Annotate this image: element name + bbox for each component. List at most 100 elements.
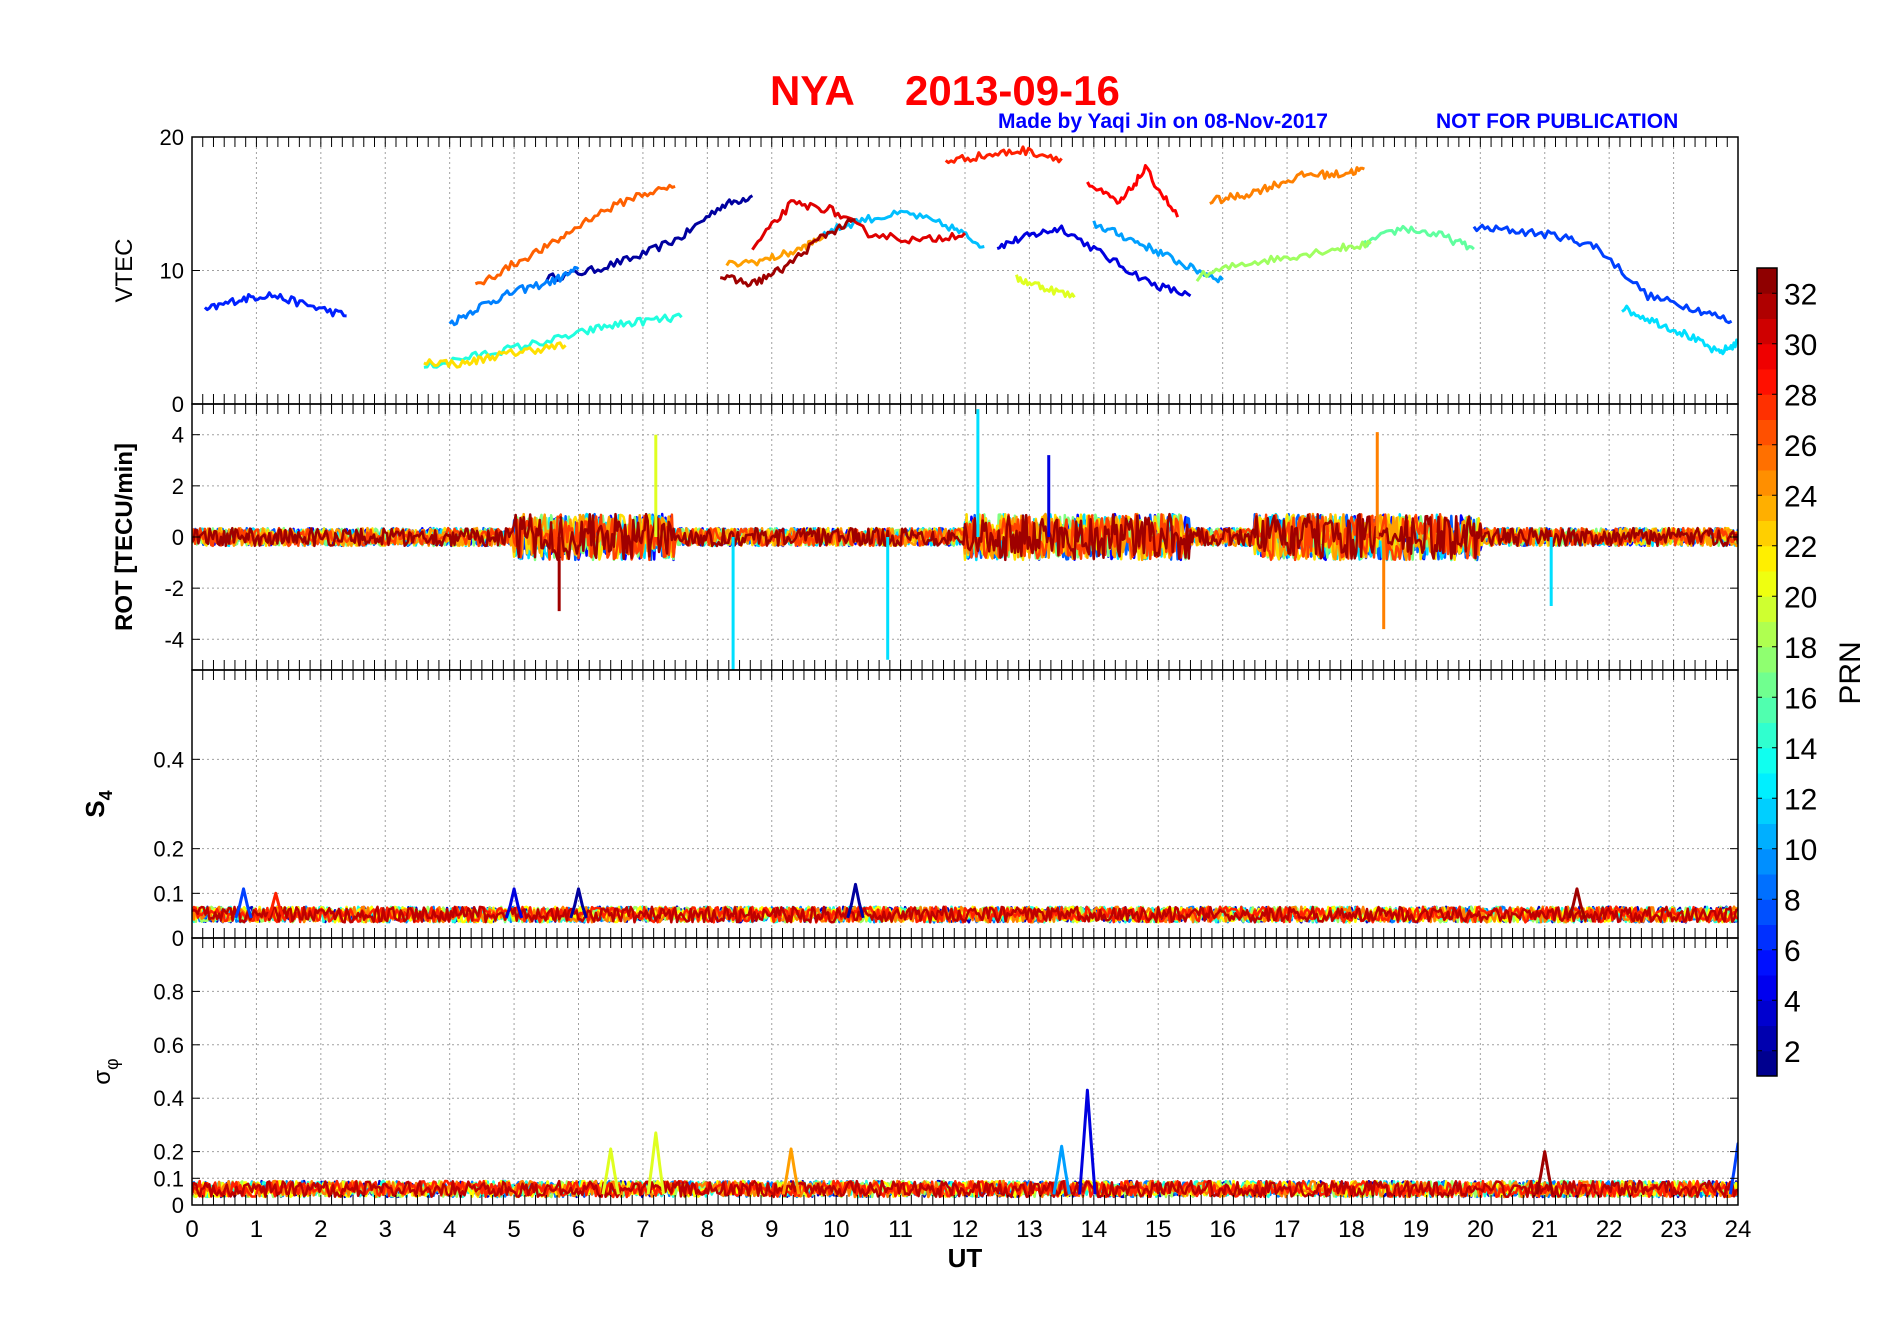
x-tick-label: 3 [379, 1216, 392, 1243]
s4-peak [234, 887, 253, 919]
s4-peak [266, 891, 285, 919]
x-tick-label: 13 [1016, 1216, 1043, 1243]
colorbar-step [1757, 697, 1777, 723]
panel-data-rot [192, 409, 1738, 670]
sigma_phi-peak [1078, 1088, 1097, 1195]
colorbar-step [1757, 773, 1777, 799]
x-tick-label: 14 [1080, 1216, 1107, 1243]
colorbar-frame [1756, 267, 1778, 1077]
y-tick-label: 2 [172, 474, 184, 499]
vtec-series-prn-28 [944, 145, 1063, 165]
colorbar-step [1757, 798, 1777, 824]
colorbar-step [1757, 571, 1777, 597]
x-tick-label: 4 [443, 1216, 456, 1243]
vtec-series-prn-4 [996, 224, 1192, 298]
panel-vtec: 0 10 20 VTEC [111, 125, 1739, 417]
x-tick-label: 17 [1274, 1216, 1301, 1243]
title-date: 2013-09-16 [905, 67, 1120, 114]
colorbar-step [1757, 419, 1777, 446]
x-tick-label: 11 [888, 1216, 913, 1243]
colorbar-tick-label: 32 [1784, 278, 1817, 311]
y-tick-label: 20 [160, 125, 184, 150]
x-tick-label: 8 [701, 1216, 714, 1243]
colorbar-tick-label: 12 [1784, 783, 1817, 816]
s4-peak [846, 882, 865, 919]
vtec-series-prn-2 [544, 194, 754, 283]
colorbar-step [1757, 621, 1777, 648]
colorbar-step [1757, 444, 1777, 471]
vtec-series-prn-6 [203, 291, 347, 318]
sigma_phi-peak [601, 1147, 620, 1195]
colorbar-step [1757, 1025, 1777, 1052]
x-tick-label: 5 [507, 1216, 520, 1243]
colorbar-step [1757, 520, 1777, 547]
x-tick-label: 7 [636, 1216, 649, 1243]
s4-series-prn-31 [192, 905, 1738, 924]
vtec-series-prn-14 [423, 312, 683, 369]
colorbar-step [1757, 975, 1777, 1001]
y-axis-label-vtec: VTEC [111, 238, 138, 302]
colorbar-step [1757, 596, 1777, 622]
y-tick-label: 0 [172, 926, 184, 951]
colorbar-tick-label: 6 [1784, 935, 1801, 968]
y-axis-label-subscript: 4 [96, 790, 116, 800]
sigma_phi-peak [1535, 1150, 1554, 1195]
sigma_phi-peak [646, 1131, 666, 1195]
x-tick-label: 6 [572, 1216, 585, 1243]
colorbar-step [1757, 268, 1777, 294]
x-tick-label: 22 [1596, 1216, 1623, 1243]
vtec-series-prn-29 [1086, 164, 1180, 218]
x-tick-label: 9 [765, 1216, 778, 1243]
colorbar-step [1757, 924, 1777, 951]
y-tick-label: -4 [164, 627, 184, 652]
colorbar-step [1757, 899, 1777, 925]
vtec-series-prn-11 [822, 209, 985, 249]
x-tick-label: 2 [314, 1216, 327, 1243]
y-tick-label: 10 [160, 259, 184, 284]
colorbar-label: PRN [1834, 641, 1867, 704]
y-axis-label-rot: ROT [TECU/min] [111, 443, 138, 631]
y-tick-label: 0.2 [153, 1140, 184, 1165]
x-tick-label: 19 [1403, 1216, 1430, 1243]
y-tick-label: 0.6 [153, 1033, 184, 1058]
y-axis-label-subscript: φ [102, 1058, 122, 1070]
colorbar-tick-label: 18 [1784, 632, 1817, 665]
colorbar-tick-label: 14 [1784, 733, 1817, 766]
x-tick-label: 15 [1145, 1216, 1172, 1243]
colorbar-tick-label: 22 [1784, 531, 1817, 564]
colorbar-step [1757, 874, 1777, 900]
x-axis-label: UT [948, 1243, 983, 1273]
vtec-series-prn-16 [1363, 224, 1475, 251]
colorbar-tick-label: 20 [1784, 581, 1817, 614]
y-tick-label: 0 [172, 392, 184, 417]
y-tick-label: 0.1 [153, 1166, 184, 1191]
colorbar-step [1757, 293, 1777, 319]
sigma_phi-peak [1052, 1144, 1071, 1195]
colorbar-step [1757, 949, 1777, 976]
panel-s4: 00.10.20.4S4 [80, 669, 1739, 951]
colorbar-step [1757, 1050, 1777, 1077]
vtec-series-prn-22 [423, 341, 567, 369]
y-tick-label: -2 [164, 576, 184, 601]
colorbar-step [1757, 747, 1777, 774]
y-tick-label: 0.1 [153, 881, 184, 906]
colorbar-tick-label: 16 [1784, 682, 1817, 715]
credit-text: Made by Yaqi Jin on 08-Nov-2017 [998, 110, 1328, 133]
colorbar-step [1757, 369, 1777, 395]
x-tick-label: 23 [1660, 1216, 1687, 1243]
colorbar-tick-label: 28 [1784, 379, 1817, 412]
colorbar-step [1757, 394, 1777, 420]
colorbar-tick-label: 4 [1784, 985, 1801, 1018]
colorbar-tick-label: 2 [1784, 1036, 1801, 1069]
colorbar-tick-label: 24 [1784, 480, 1817, 513]
x-tick-label: 18 [1338, 1216, 1365, 1243]
y-tick-label: 0.2 [153, 837, 184, 862]
y-tick-label: 4 [172, 423, 184, 448]
colorbar-step [1757, 823, 1777, 850]
x-tick-label: 16 [1209, 1216, 1236, 1243]
y-tick-label: 0 [172, 1193, 184, 1218]
